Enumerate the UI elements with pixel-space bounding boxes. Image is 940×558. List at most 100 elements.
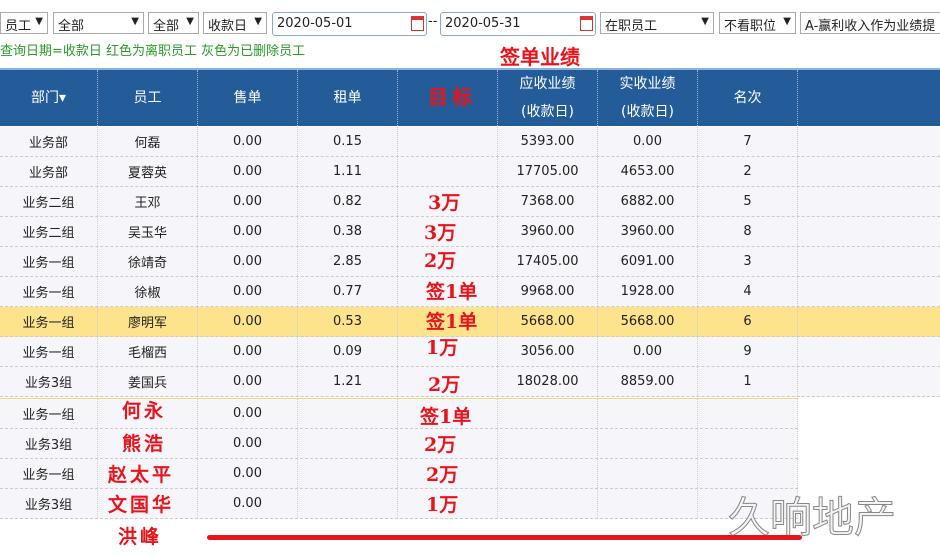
status-select[interactable]: 在职员工 ▼ bbox=[600, 12, 714, 34]
cell-dept: 业务一组 bbox=[0, 399, 98, 428]
col-receivable-sub: (收款日) bbox=[521, 104, 574, 120]
table-row[interactable]: 业务3组 姜国兵 0.00 1.21 18028.00 8859.00 1 bbox=[0, 367, 940, 397]
table-body: 业务部 何磊 0.00 0.15 5393.00 0.00 7 业务部 夏蓉英 0.00 1.11 1… bbox=[0, 127, 940, 397]
cell-sale: 0.00 bbox=[198, 489, 298, 518]
date-to-input[interactable]: 2020-05-31 bbox=[440, 12, 596, 36]
date-from-value: 2020-05-01 bbox=[277, 16, 353, 31]
col-received-sub: (收款日) bbox=[621, 104, 674, 120]
cell-rank: 9 bbox=[698, 337, 798, 366]
cell-empty bbox=[598, 399, 698, 428]
chevron-down-icon: ▼ bbox=[254, 16, 262, 27]
cell-rank: 2 bbox=[698, 157, 798, 186]
group-value: 全部 bbox=[153, 19, 180, 34]
table-body-lower: 业务一组 0.00 业务3组 0.00 业务一组 0.00 业务3组 0.00 bbox=[0, 398, 798, 519]
annotation-target-value: 签1单 bbox=[426, 311, 478, 333]
chevron-down-icon: ▼ bbox=[186, 16, 194, 27]
cell-sale: 0.00 bbox=[198, 157, 298, 186]
cell-dept: 业务一组 bbox=[0, 459, 98, 488]
cell-got: 4653.00 bbox=[598, 157, 698, 186]
table-row[interactable]: 业务一组 徐椒 0.00 0.77 9968.00 1928.00 4 bbox=[0, 277, 940, 307]
cell-rank: 4 bbox=[698, 277, 798, 306]
red-underline bbox=[207, 535, 802, 540]
table-header: 部门▾ 员工 售单 租单 应收业绩 (收款日) 实收业绩 (收款日) 名次 bbox=[0, 68, 940, 126]
table-row[interactable]: 业务一组 廖明军 0.00 0.53 5668.00 5668.00 6 bbox=[0, 307, 940, 337]
legend-hint: 查询日期=收款日 红色为离职员工 灰色为已删除员工 bbox=[0, 44, 306, 59]
date-from-input[interactable]: 2020-05-01 bbox=[272, 12, 427, 36]
table-row[interactable]: 业务二组 吴玉华 0.00 0.38 3960.00 3960.00 8 bbox=[0, 217, 940, 247]
cell-empty bbox=[398, 367, 498, 396]
annotation-target-value: 3万 bbox=[424, 222, 457, 244]
annotation-target-value: 1万 bbox=[426, 494, 459, 516]
cell-empty bbox=[398, 459, 498, 488]
cell-dept: 业务3组 bbox=[0, 367, 98, 396]
cell-empty bbox=[798, 307, 940, 336]
table-row[interactable]: 业务二组 王邓 0.00 0.82 7368.00 6882.00 5 bbox=[0, 187, 940, 217]
table-row[interactable]: 业务一组 0.00 bbox=[0, 459, 798, 489]
date-separator: -- bbox=[428, 14, 438, 29]
table-row[interactable]: 业务部 何磊 0.00 0.15 5393.00 0.00 7 bbox=[0, 127, 940, 157]
cell-name: 姜国兵 bbox=[98, 367, 198, 396]
col-received-label: 实收业绩 bbox=[619, 76, 676, 92]
cell-empty bbox=[398, 399, 498, 428]
cell-name: 王邓 bbox=[98, 187, 198, 216]
annotation-target-value: 签1单 bbox=[426, 281, 478, 303]
table-row[interactable]: 业务3组 0.00 bbox=[0, 489, 798, 519]
col-dept[interactable]: 部门▾ bbox=[0, 70, 98, 126]
cell-empty bbox=[798, 217, 940, 246]
cell-recv: 17705.00 bbox=[498, 157, 598, 186]
annotation-name: 洪峰 bbox=[118, 526, 163, 548]
annotation-target-value: 2万 bbox=[428, 374, 461, 396]
cell-name: 毛榴西 bbox=[98, 337, 198, 366]
dept-select[interactable]: 全部 ▼ bbox=[53, 12, 144, 34]
cell-dept: 业务一组 bbox=[0, 247, 98, 276]
cell-empty bbox=[298, 429, 398, 458]
annotation-target-value: 签1单 bbox=[420, 406, 472, 428]
cell-name: 徐靖奇 bbox=[98, 247, 198, 276]
calendar-icon[interactable] bbox=[411, 16, 424, 31]
cell-dept: 业务二组 bbox=[0, 217, 98, 246]
calendar-icon[interactable] bbox=[580, 16, 593, 31]
col-rent-label: 租单 bbox=[333, 90, 362, 106]
cell-rent: 2.85 bbox=[298, 247, 398, 276]
cell-dept: 业务部 bbox=[0, 127, 98, 156]
table-row[interactable]: 业务3组 0.00 bbox=[0, 429, 798, 459]
cell-got: 3960.00 bbox=[598, 217, 698, 246]
cell-got: 8859.00 bbox=[598, 367, 698, 396]
cell-recv: 3960.00 bbox=[498, 217, 598, 246]
group-select[interactable]: 全部 ▼ bbox=[148, 12, 199, 34]
cell-rank: 1 bbox=[698, 367, 798, 396]
cell-empty bbox=[698, 399, 798, 428]
table-row[interactable]: 业务部 夏蓉英 0.00 1.11 17705.00 4653.00 2 bbox=[0, 157, 940, 187]
cell-recv: 5393.00 bbox=[498, 127, 598, 156]
cell-empty bbox=[798, 187, 940, 216]
position-select[interactable]: 不看职位 ▼ bbox=[719, 12, 796, 34]
type-select[interactable]: 员工 ▼ bbox=[0, 12, 48, 34]
annotation-sign-perf: 签单业绩 bbox=[500, 45, 580, 69]
table-row[interactable]: 业务一组 徐靖奇 0.00 2.85 17405.00 6091.00 3 bbox=[0, 247, 940, 277]
cell-empty bbox=[698, 459, 798, 488]
cell-empty bbox=[98, 399, 198, 428]
cell-dept: 业务部 bbox=[0, 157, 98, 186]
chevron-down-icon: ▼ bbox=[701, 16, 709, 27]
cell-empty bbox=[398, 217, 498, 246]
cell-empty bbox=[98, 459, 198, 488]
cell-empty bbox=[298, 399, 398, 428]
cell-recv: 9968.00 bbox=[498, 277, 598, 306]
watermark-logo: 久响地产 bbox=[727, 493, 897, 543]
annotation-name: 赵太平 bbox=[108, 464, 175, 486]
col-staff: 员工 bbox=[98, 70, 198, 126]
cell-empty bbox=[298, 459, 398, 488]
cell-recv: 18028.00 bbox=[498, 367, 598, 396]
table-row[interactable]: 业务一组 0.00 bbox=[0, 399, 798, 429]
cell-empty bbox=[398, 277, 498, 306]
dept-value: 全部 bbox=[58, 19, 85, 34]
date-type-select[interactable]: 收款日 ▼ bbox=[203, 12, 267, 34]
cell-recv: 3056.00 bbox=[498, 337, 598, 366]
cell-rent: 1.11 bbox=[298, 157, 398, 186]
table-row[interactable]: 业务一组 毛榴西 0.00 0.09 3056.00 0.00 9 bbox=[0, 337, 940, 367]
annotation-name: 文国华 bbox=[108, 494, 175, 516]
mode-select[interactable]: A-赢利收入作为业绩提 bbox=[800, 12, 940, 34]
cell-empty bbox=[398, 337, 498, 366]
cell-dept: 业务3组 bbox=[0, 489, 98, 518]
cell-dept: 业务一组 bbox=[0, 277, 98, 306]
